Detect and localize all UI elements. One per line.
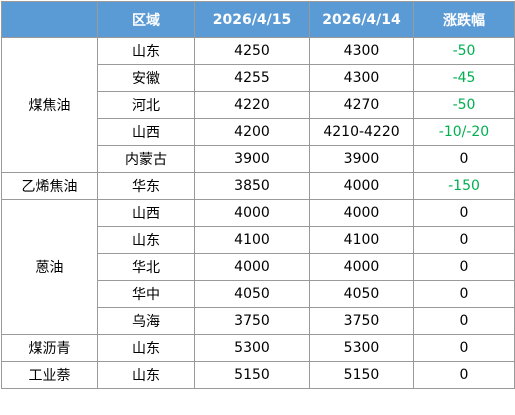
price-previous-cell: 3900 (309, 145, 414, 173)
price-previous-cell: 4300 (309, 64, 414, 92)
header-date-previous: 2026/4/14 (309, 1, 414, 38)
price-current-cell: 4000 (194, 199, 310, 227)
header-date-current: 2026/4/15 (194, 1, 310, 38)
price-previous-cell: 3750 (309, 307, 414, 335)
price-previous-cell: 4000 (309, 199, 414, 227)
table-row: 煤沥青 山东 5300 5300 0 (1, 334, 515, 362)
table-row: 乙烯焦油 华东 3850 4000 -150 (1, 172, 515, 200)
table-row: 华北 4000 4000 0 (2, 253, 515, 281)
region-cell: 内蒙古 (97, 145, 195, 173)
change-cell: -50 (413, 37, 515, 65)
price-current-cell: 4000 (194, 253, 310, 281)
price-current-cell: 5150 (194, 361, 310, 389)
price-previous-cell: 5300 (309, 334, 414, 362)
change-cell: 0 (413, 199, 515, 227)
table-row: 山西 4200 4210-4220 -10/-20 (2, 118, 515, 146)
product-name-cell: 蒽油 (1, 199, 98, 335)
region-cell: 乌海 (97, 307, 195, 335)
product-name-cell: 乙烯焦油 (1, 172, 98, 200)
price-current-cell: 4255 (194, 64, 310, 92)
region-cell: 华中 (97, 280, 195, 308)
price-previous-cell: 4000 (309, 172, 414, 200)
change-cell: -50 (413, 91, 515, 119)
table-row: 内蒙古 3900 3900 0 (2, 145, 515, 173)
region-cell: 山东 (97, 334, 195, 362)
price-previous-cell: 4300 (309, 37, 414, 65)
change-cell: 0 (413, 334, 515, 362)
table-row: 蒽油 山西 4000 4000 0 (1, 199, 515, 335)
price-current-cell: 3850 (194, 172, 310, 200)
region-cell: 山东 (97, 37, 195, 65)
change-cell: -10/-20 (413, 118, 515, 146)
table-body: 煤焦油 山东 4250 4300 -50 安徽 4255 4300 -45 河北 4220 4270-… (1, 37, 515, 389)
header-region: 区域 (97, 1, 195, 38)
region-cell: 山东 (97, 361, 195, 389)
price-current-cell: 3750 (194, 307, 310, 335)
product-name-cell: 煤焦油 (1, 37, 98, 173)
price-previous-cell: 5150 (309, 361, 414, 389)
price-current-cell: 3900 (194, 145, 310, 173)
table-row: 山东 4100 4100 0 (2, 226, 515, 254)
price-previous-cell: 4000 (309, 253, 414, 281)
change-cell: 0 (413, 226, 515, 254)
price-previous-cell: 4210-4220 (309, 118, 414, 146)
price-current-cell: 4050 (194, 280, 310, 308)
change-cell: -150 (413, 172, 515, 200)
price-previous-cell: 4050 (309, 280, 414, 308)
price-previous-cell: 4100 (309, 226, 414, 254)
price-table: 区域 2026/4/15 2026/4/14 涨跌幅 煤焦油 山东 4250 4300… (1, 1, 515, 389)
header-change: 涨跌幅 (413, 1, 515, 38)
price-current-cell: 4250 (194, 37, 310, 65)
region-cell: 山西 (97, 199, 195, 227)
change-cell: 0 (413, 361, 515, 389)
price-current-cell: 4220 (194, 91, 310, 119)
region-cell: 华东 (97, 172, 195, 200)
table-header: 区域 2026/4/15 2026/4/14 涨跌幅 (1, 1, 515, 38)
table-row: 安徽 4255 4300 -45 (2, 64, 515, 92)
price-current-cell: 4200 (194, 118, 310, 146)
change-cell: 0 (413, 280, 515, 308)
header-product (1, 1, 98, 38)
region-cell: 华北 (97, 253, 195, 281)
change-cell: 0 (413, 253, 515, 281)
region-cell: 安徽 (97, 64, 195, 92)
region-cell: 山东 (97, 226, 195, 254)
price-previous-cell: 4270 (309, 91, 414, 119)
table-row: 煤焦油 山东 4250 4300 -50 (1, 37, 515, 173)
table-row: 河北 4220 4270 -50 (2, 91, 515, 119)
product-name-cell: 煤沥青 (1, 334, 98, 362)
price-current-cell: 4100 (194, 226, 310, 254)
product-name-cell: 工业萘 (1, 361, 98, 389)
header-row: 区域 2026/4/15 2026/4/14 涨跌幅 (1, 1, 515, 38)
change-cell: 0 (413, 307, 515, 335)
change-cell: 0 (413, 145, 515, 173)
region-cell: 河北 (97, 91, 195, 119)
change-cell: -45 (413, 64, 515, 92)
table-row: 工业萘 山东 5150 5150 0 (1, 361, 515, 389)
price-current-cell: 5300 (194, 334, 310, 362)
region-cell: 山西 (97, 118, 195, 146)
